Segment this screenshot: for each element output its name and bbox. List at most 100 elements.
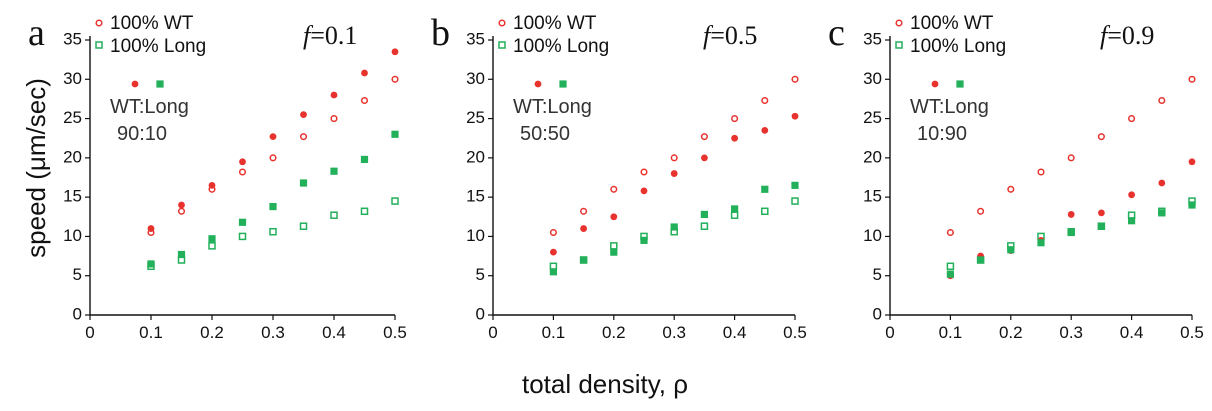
filled-circle-wt-point xyxy=(1188,158,1196,166)
y-tick-label: 20 xyxy=(466,147,485,166)
open-square-long-point xyxy=(610,242,618,250)
filled-circle-wt-point xyxy=(761,126,769,134)
legend-wt-marker xyxy=(895,19,903,27)
y-tick-label: 5 xyxy=(73,265,82,284)
filled-square-long-point xyxy=(946,270,954,278)
filled-square-long-point xyxy=(208,235,216,243)
open-circle-wt-point xyxy=(580,207,588,215)
legend-long-label: 100% Long xyxy=(910,36,1006,57)
filled-square-long-point xyxy=(299,179,308,187)
open-circle-wt-point xyxy=(1128,115,1136,123)
legend-wt-label: 100% WT xyxy=(110,13,194,34)
ratio-value: 10:90 xyxy=(917,123,967,145)
open-square-long-point xyxy=(299,222,308,230)
open-square-long-point xyxy=(391,197,399,205)
filled-circle-wt-point xyxy=(239,158,246,166)
x-tick-label: 0.1 xyxy=(939,323,963,342)
filled-circle-wt-point xyxy=(550,248,557,256)
y-tick-label: 10 xyxy=(863,226,882,245)
filled-long-key-marker xyxy=(956,80,964,88)
filled-circle-wt-point xyxy=(208,181,216,189)
open-circle-wt-point xyxy=(1158,96,1166,105)
open-circle-wt-point xyxy=(1097,133,1105,141)
open-square-long-point xyxy=(730,211,739,219)
filled-square-long-point xyxy=(360,155,369,164)
filled-square-long-point xyxy=(640,236,648,244)
open-square-long-point xyxy=(700,222,709,230)
open-square-long-point xyxy=(208,242,216,250)
y-tick-label: 30 xyxy=(63,69,82,88)
y-tick-label: 5 xyxy=(476,265,485,284)
ratio-value: 50:50 xyxy=(520,123,570,145)
open-circle-wt-point xyxy=(761,96,769,105)
open-circle-wt-point xyxy=(1037,168,1045,176)
open-circle-wt-point xyxy=(391,75,399,83)
filled-square-long-point xyxy=(1188,201,1196,209)
legend-long-label: 100% Long xyxy=(110,36,206,57)
y-tick-label: 30 xyxy=(466,69,485,88)
open-square-long-point xyxy=(330,211,338,219)
filled-square-long-point xyxy=(1097,222,1105,230)
y-tick-label: 10 xyxy=(63,226,82,245)
open-circle-wt-point xyxy=(610,185,618,193)
filled-square-long-point xyxy=(238,218,247,226)
filled-square-long-point xyxy=(580,256,588,264)
x-tick-label: 0.1 xyxy=(139,323,163,342)
y-tick-label: 0 xyxy=(873,304,882,323)
open-circle-wt-point xyxy=(360,96,369,105)
y-tick-label: 15 xyxy=(863,187,882,206)
filled-square-long-point xyxy=(977,256,985,264)
legend-long-marker xyxy=(895,41,903,49)
filled-circle-wt-point xyxy=(300,111,307,119)
y-tick-label: 35 xyxy=(63,29,82,48)
panel-letter: a xyxy=(28,12,45,54)
open-circle-wt-point xyxy=(977,207,985,215)
open-square-long-point xyxy=(946,262,955,271)
filled-square-long-point xyxy=(177,250,186,259)
filled-wt-key-marker xyxy=(534,80,542,88)
open-square-long-point xyxy=(360,207,369,216)
x-tick-label: 0.4 xyxy=(322,323,346,342)
f-value-label: f=0.5 xyxy=(703,21,757,50)
ratio-label: WT:Long xyxy=(513,96,592,118)
x-tick-label: 0.3 xyxy=(261,323,285,342)
filled-square-long-point xyxy=(670,223,678,231)
open-square-long-point xyxy=(238,232,247,241)
open-circle-wt-point xyxy=(238,168,247,176)
x-tick-label: 0.5 xyxy=(383,323,407,342)
filled-square-long-point xyxy=(610,248,618,256)
y-tick-label: 15 xyxy=(63,187,82,206)
x-tick-label: 0.1 xyxy=(542,323,566,342)
x-tick-label: 0.4 xyxy=(723,323,747,342)
open-circle-wt-point xyxy=(330,115,338,123)
y-tick-label: 20 xyxy=(863,147,882,166)
x-tick-label: 0.4 xyxy=(1120,323,1144,342)
open-circle-wt-point xyxy=(1067,154,1075,162)
x-tick-label: 0 xyxy=(488,323,497,342)
filled-long-key-marker xyxy=(156,80,164,88)
filled-circle-wt-point xyxy=(1128,191,1135,199)
ratio-value: 90:10 xyxy=(117,123,167,145)
open-square-long-point xyxy=(761,207,769,216)
filled-square-long-point xyxy=(791,181,799,189)
x-tick-label: 0.5 xyxy=(783,323,807,342)
panel-letter: c xyxy=(828,12,845,54)
filled-square-long-point xyxy=(1158,209,1166,217)
filled-square-long-point xyxy=(761,185,769,193)
filled-wt-key-marker xyxy=(131,80,139,88)
legend-wt-marker xyxy=(95,19,103,27)
filled-square-long-point xyxy=(330,167,338,175)
y-tick-label: 25 xyxy=(863,108,882,127)
open-square-long-point xyxy=(791,197,799,205)
open-circle-wt-point xyxy=(1188,75,1196,83)
panel-letter: b xyxy=(431,12,450,54)
x-tick-label: 0.5 xyxy=(1180,323,1204,342)
open-circle-wt-point xyxy=(700,133,708,141)
x-tick-label: 0.3 xyxy=(662,323,686,342)
f-value-label: f=0.1 xyxy=(303,21,357,50)
y-tick-label: 15 xyxy=(466,187,485,206)
filled-circle-wt-point xyxy=(791,112,799,120)
open-circle-wt-point xyxy=(269,154,277,162)
filled-square-long-point xyxy=(700,210,708,219)
